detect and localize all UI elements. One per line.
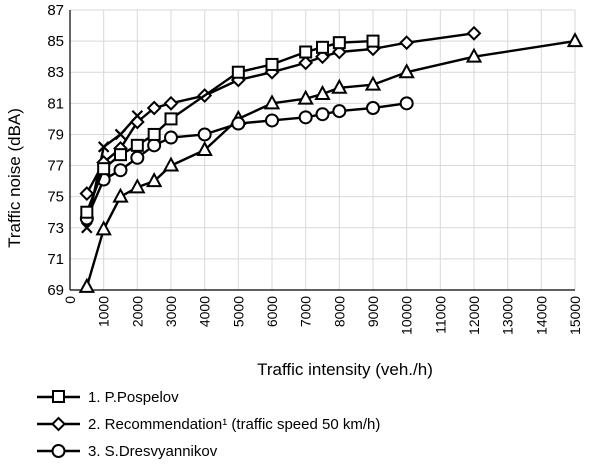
circle-marker [113, 163, 128, 178]
circle-marker [147, 138, 162, 153]
legend-diamond-marker [51, 416, 66, 432]
legend-label-recommendation: 2. Recommendation¹ (traffic speed 50 km/… [88, 416, 380, 433]
triangle-marker [145, 172, 163, 188]
y-tick-label: 81 [47, 95, 64, 112]
triangle-marker [314, 84, 331, 100]
square-marker [366, 34, 380, 48]
x-tick-label: 4000 [197, 296, 213, 327]
diamond-marker [466, 25, 482, 41]
y-tick-label: 75 [47, 189, 64, 206]
triangle-marker [196, 140, 213, 156]
tick-labels: 69 71 73 75 77 79 81 83 85 87 0 1000 2000 3000 4000 500… [47, 2, 583, 335]
x-tick-label: 0 [62, 296, 78, 304]
y-tick-label: 73 [47, 220, 64, 237]
square-marker [80, 205, 94, 219]
diamond-marker [298, 55, 314, 71]
circle-marker [298, 110, 313, 125]
diamond-marker [79, 186, 95, 201]
square-marker [316, 40, 329, 54]
square-marker [332, 36, 346, 50]
triangle-marker [398, 63, 415, 79]
y-tick-label: 77 [47, 158, 64, 175]
y-tick-label: 83 [47, 64, 64, 81]
circle-marker [130, 150, 145, 165]
circle-marker [231, 116, 246, 131]
triangle-marker [297, 89, 314, 105]
square-marker [147, 127, 161, 141]
x-tick-label: 7000 [298, 296, 314, 327]
axes [69, 10, 575, 291]
x-tick-label: 5000 [230, 296, 246, 327]
triangle-marker [465, 47, 483, 63]
legend-circle-marker [51, 444, 66, 458]
circle-marker [315, 107, 330, 122]
square-marker [231, 65, 245, 79]
triangle-marker [129, 178, 146, 194]
y-tick-label: 69 [47, 282, 64, 299]
x-tick-label: 2000 [129, 296, 145, 327]
diamond-marker [399, 35, 415, 51]
diamond-marker [163, 95, 179, 111]
legend-entry-pospelov: 1. P.Pospelov [37, 389, 179, 406]
y-tick-label: 79 [47, 126, 64, 143]
x-tick-label: 1000 [96, 296, 112, 327]
legend-label-pospelov: 1. P.Pospelov [88, 389, 179, 406]
x-tick-label: 6000 [264, 296, 280, 327]
circle-marker [197, 127, 212, 142]
legend: 1. P.Pospelov 2. Recommendation¹ (traffi… [37, 389, 380, 460]
triangle-marker [566, 32, 584, 48]
circle-marker [332, 104, 347, 119]
triangle-marker [112, 187, 129, 203]
x-tick-label: 3000 [163, 296, 179, 327]
circle-marker [399, 96, 414, 111]
x-marker [114, 128, 127, 141]
x-marker [97, 141, 110, 153]
square-marker [97, 162, 111, 176]
triangle-marker [78, 277, 96, 293]
legend-entry-recommendation: 2. Recommendation¹ (traffic speed 50 km/… [37, 416, 380, 433]
legend-label-dresvyannikov: 3. S.Dresvyannikov [88, 443, 218, 460]
legend-square-marker [52, 390, 65, 403]
x-tick-label: 13000 [500, 296, 516, 335]
series-circle [79, 96, 414, 226]
series-square [80, 34, 380, 219]
square-marker [299, 45, 313, 59]
y-tick-label: 71 [47, 251, 64, 268]
x-tick-label: 11000 [432, 296, 448, 334]
triangle-marker [263, 94, 281, 110]
x-tick-label: 8000 [331, 296, 347, 327]
square-marker [114, 148, 127, 162]
series-layer [78, 25, 584, 293]
series-line-diamond [85, 32, 475, 195]
triangle-marker [331, 78, 348, 94]
legend-entry-dresvyannikov: 3. S.Dresvyannikov [37, 443, 218, 460]
x-tick-label: 15000 [567, 296, 583, 335]
series-triangle [78, 32, 584, 293]
circle-marker [366, 101, 380, 115]
x-tick-label: 10000 [399, 296, 415, 335]
diamond-marker [146, 100, 162, 116]
triangle-marker [162, 156, 180, 172]
y-axis-title: Traffic noise (dBA) [5, 108, 24, 248]
square-marker [130, 138, 144, 152]
y-tick-label: 87 [47, 2, 64, 19]
square-marker [265, 57, 279, 71]
circle-marker [164, 130, 178, 145]
x-tick-label: 9000 [365, 296, 381, 327]
series-line-triangle [85, 39, 576, 288]
square-marker [164, 112, 178, 126]
x-tick-label: 14000 [533, 296, 549, 335]
x-axis-title: Traffic intensity (veh./h) [257, 360, 433, 379]
y-tick-label: 85 [47, 33, 64, 50]
diamond-marker [129, 114, 145, 130]
triangle-marker [95, 220, 112, 236]
triangle-marker [364, 75, 382, 91]
x-tick-label: 12000 [466, 296, 482, 335]
circle-marker [265, 113, 279, 128]
